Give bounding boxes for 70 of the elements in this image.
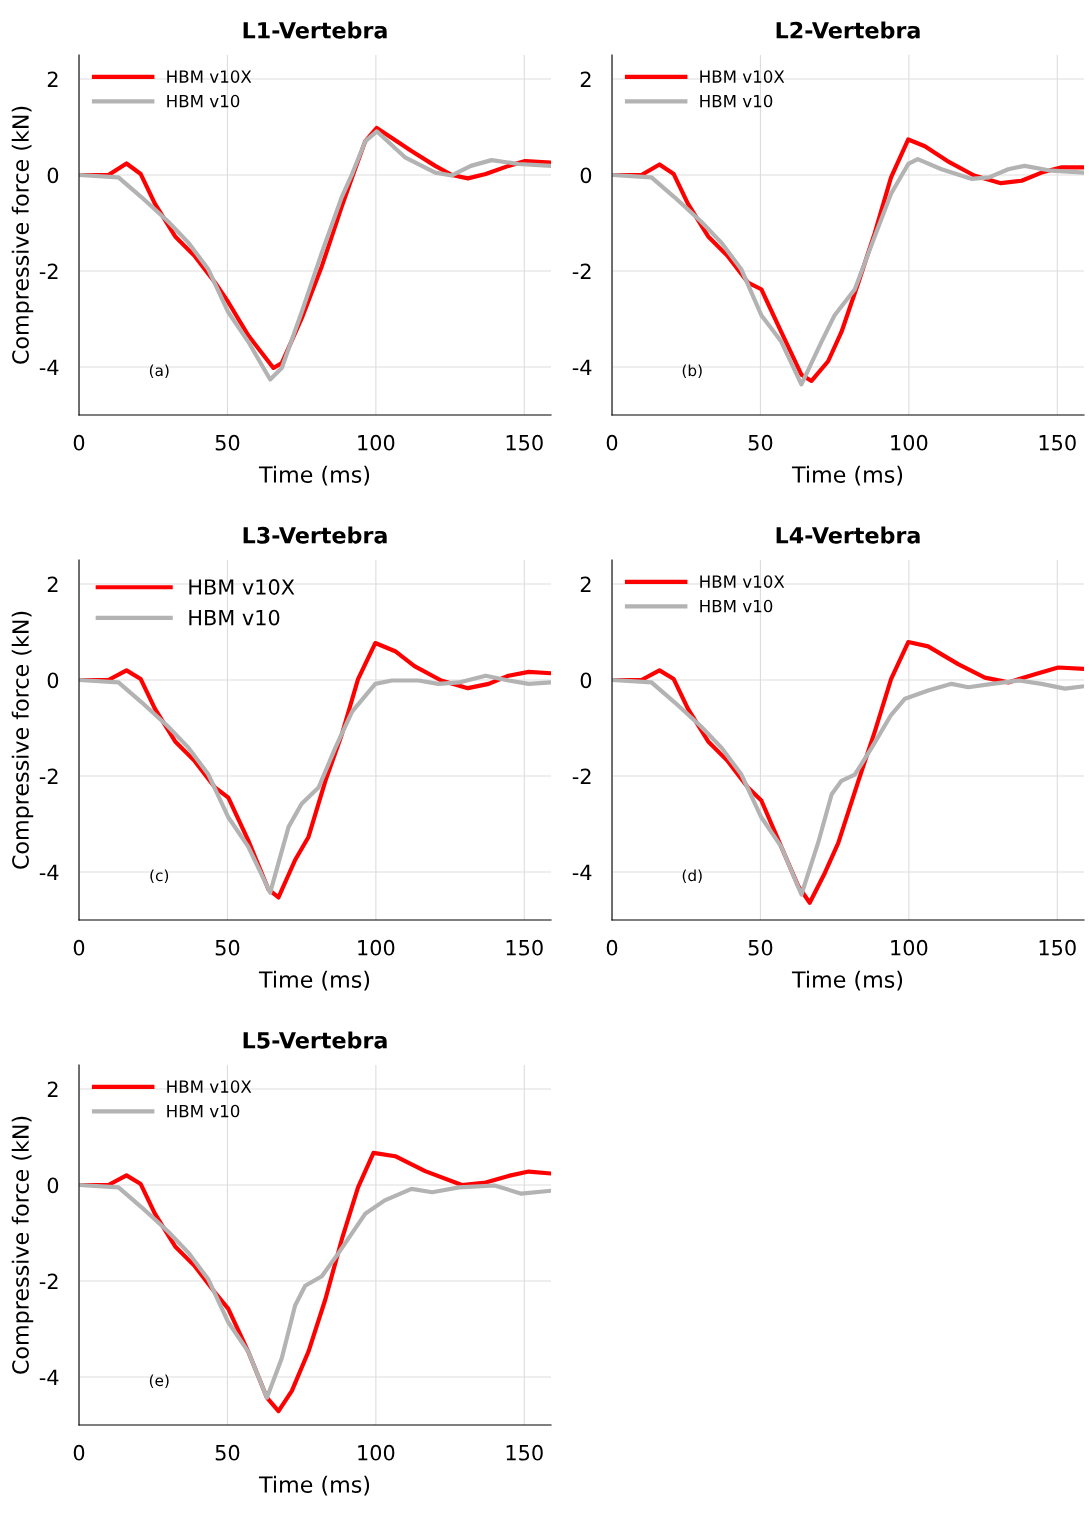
y-tick-label: 0 — [47, 167, 59, 184]
x-axis-title: Time (ms) — [791, 970, 903, 991]
x-axis-title: Time (ms) — [258, 465, 370, 486]
x-tick-label: 150 — [1039, 939, 1076, 956]
y-tick-label: -4 — [39, 864, 59, 880]
legend-label: HBM v10 — [167, 94, 240, 108]
x-tick-label: 150 — [506, 1444, 543, 1461]
x-tick-label: 0 — [73, 939, 85, 956]
y-tick-label: -2 — [572, 768, 591, 784]
y-tick-label: 0 — [47, 1177, 59, 1194]
y-tick-label: -4 — [39, 1369, 59, 1385]
x-tick-label: 50 — [748, 939, 773, 956]
y-tick-label: 2 — [580, 576, 591, 592]
x-tick-label: 150 — [506, 434, 543, 451]
x-tick-label: 0 — [606, 434, 618, 451]
y-axis-title: Compressive force (kN) — [11, 1116, 34, 1374]
y-tick-label: -2 — [572, 263, 591, 279]
chart-title: L3-Vertebra — [243, 526, 387, 544]
x-tick-label: 150 — [1039, 434, 1076, 451]
y-tick-label: -2 — [39, 768, 58, 784]
x-tick-label: 50 — [748, 434, 773, 451]
chart-title: L1-Vertebra — [243, 21, 387, 39]
x-tick-label: 100 — [891, 434, 928, 451]
legend-label: HBM v10X — [167, 70, 252, 83]
x-tick-label: 0 — [73, 1444, 85, 1461]
x-tick-label: 100 — [358, 1444, 395, 1461]
line-series — [612, 677, 1084, 897]
x-tick-label: 150 — [506, 939, 543, 956]
legend-label: HBM v10X — [167, 1080, 252, 1093]
x-axis-title: Time (ms) — [258, 1475, 370, 1496]
x-axis-title: Time (ms) — [258, 970, 370, 991]
x-tick-label: 50 — [215, 1444, 240, 1461]
legend-label: HBM v10 — [700, 599, 773, 613]
y-tick-label: 0 — [47, 672, 59, 689]
x-tick-label: 100 — [358, 939, 395, 956]
legend-label: HBM v10X — [700, 575, 785, 588]
y-tick-label: 0 — [580, 672, 592, 689]
legend-label: HBM v10X — [700, 70, 785, 83]
y-axis-title: Compressive force (kN) — [11, 611, 34, 869]
annotation: (b) — [682, 364, 702, 379]
annotation: (c) — [150, 869, 169, 884]
legend-label: HBM v10X — [189, 579, 295, 595]
chart-title: L5-Vertebra — [243, 1031, 387, 1049]
y-tick-label: -4 — [572, 864, 592, 880]
x-tick-label: 50 — [215, 434, 240, 451]
legend-label: HBM v10 — [167, 1104, 240, 1118]
chart-title: L2-Vertebra — [776, 21, 920, 39]
annotation: (e) — [149, 1374, 169, 1389]
y-tick-label: 2 — [47, 71, 58, 87]
legend-label: HBM v10 — [189, 609, 280, 626]
y-tick-label: 2 — [47, 1081, 58, 1097]
y-tick-label: -4 — [572, 359, 592, 375]
chart-title: L4-Vertebra — [776, 526, 920, 544]
x-tick-label: 100 — [891, 939, 928, 956]
x-tick-label: 0 — [73, 434, 85, 451]
annotation: (d) — [682, 869, 702, 884]
line-series — [79, 1182, 551, 1400]
y-tick-label: 0 — [580, 167, 592, 184]
y-axis-title: Compressive force (kN) — [11, 106, 34, 364]
x-tick-label: 0 — [606, 939, 618, 956]
y-tick-label: -2 — [39, 263, 58, 279]
annotation: (a) — [149, 364, 169, 379]
y-tick-label: 2 — [580, 71, 591, 87]
legend-label: HBM v10 — [700, 94, 773, 108]
y-tick-label: -2 — [39, 1273, 58, 1289]
x-axis-title: Time (ms) — [791, 465, 903, 486]
x-tick-label: 100 — [358, 434, 395, 451]
y-tick-label: 2 — [47, 576, 58, 592]
y-tick-label: -4 — [39, 359, 59, 375]
x-tick-label: 50 — [215, 939, 240, 956]
